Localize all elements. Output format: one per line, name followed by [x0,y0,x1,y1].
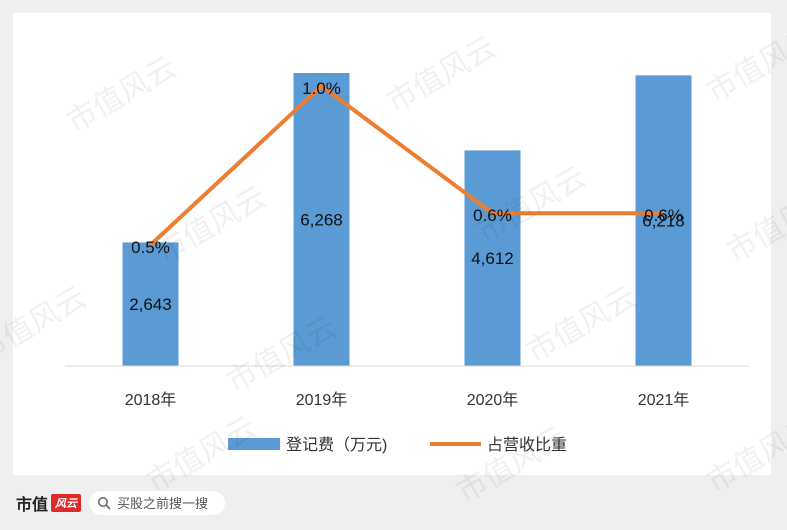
chart-card: 2018年 2019年 2020年 2021年 2,643 6,268 4,612 6,21… [13,13,771,475]
brand-logo: 市值 风云 [16,491,82,515]
legend-bar-label: 登记费（万元) [286,436,387,454]
x-tick-labels: 2018年 2019年 2020年 2021年 [125,391,690,409]
bar-value-label: 4,612 [471,249,514,268]
line-value-label: 1.0% [302,79,341,98]
data-labels: 2,643 6,268 4,612 6,218 0.5% 1.0% 0.6% 0.6% [129,79,685,314]
legend-bar-swatch [228,438,280,450]
bars-layer [122,73,692,366]
line-layer [149,84,664,247]
search-icon [98,496,111,509]
chart-svg: 2018年 2019年 2020年 2021年 2,643 6,268 4,612 6,21… [65,73,749,454]
bar-value-label: 6,268 [300,211,343,230]
x-tick-label: 2021年 [638,391,690,409]
bar-value-label: 2,643 [129,295,172,314]
bar [464,150,521,366]
line-value-label: 0.6% [473,206,512,225]
bar-value-label: 6,218 [642,212,685,231]
x-tick-label: 2020年 [467,391,519,409]
footer-bar: 市值 风云 买股之前搜一搜 [0,475,787,530]
legend-line-label: 占营收比重 [487,436,567,454]
search-box[interactable]: 买股之前搜一搜 [89,490,226,515]
x-tick-label: 2019年 [296,391,348,409]
brand-mark: 风云 [51,493,82,512]
line-value-label: 0.6% [644,206,683,225]
bar [635,75,692,366]
line-value-label: 0.5% [131,238,170,257]
line-series [149,84,664,247]
legend: 登记费（万元) 占营收比重 [228,436,567,454]
x-tick-label: 2018年 [125,391,177,409]
search-placeholder: 买股之前搜一搜 [117,496,209,511]
bar [122,242,179,366]
brand-text: 市值 [16,494,49,514]
bar [293,73,350,366]
